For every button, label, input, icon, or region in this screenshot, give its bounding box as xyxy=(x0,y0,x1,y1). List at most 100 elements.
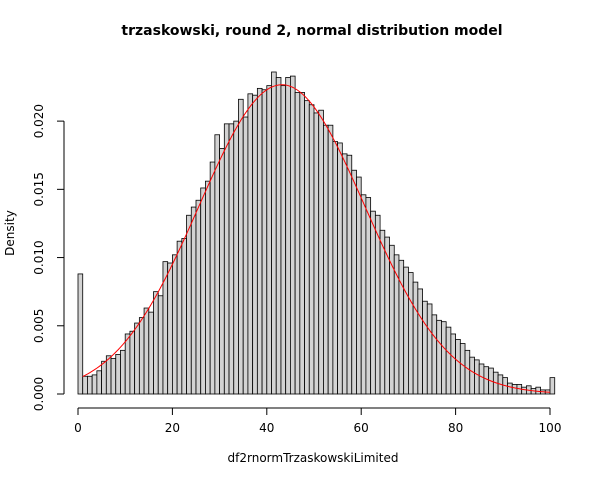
y-tick-label: 0.015 xyxy=(32,172,46,206)
histogram-bar xyxy=(511,384,518,395)
y-tick-label: 0.000 xyxy=(32,377,46,411)
histogram-bar xyxy=(91,374,98,395)
histogram-bar xyxy=(110,358,117,395)
y-tick-label: 0.005 xyxy=(32,309,46,343)
histogram-bar xyxy=(223,123,230,395)
histogram-bar xyxy=(101,360,107,395)
normal-density-curve xyxy=(82,84,551,393)
histogram-bar xyxy=(474,359,480,395)
histogram-bar xyxy=(256,87,263,395)
histogram-bar xyxy=(266,85,272,395)
histogram-bar xyxy=(289,75,296,395)
histogram-bar xyxy=(138,317,145,395)
histogram-bar xyxy=(200,187,206,395)
x-axis-label: df2rnormTrzaskowskiLimited xyxy=(228,451,399,465)
histogram-bar xyxy=(294,92,301,395)
histogram-bar xyxy=(521,386,527,395)
histogram-bar xyxy=(214,134,221,395)
histogram-bar xyxy=(129,330,136,395)
histogram-bar xyxy=(459,343,466,395)
histogram-bar xyxy=(346,154,353,395)
x-tick-label: 100 xyxy=(539,421,562,435)
histogram-bar xyxy=(115,354,121,395)
histogram-bar xyxy=(77,273,84,395)
x-tick-label: 20 xyxy=(165,421,180,435)
histogram-bar xyxy=(445,326,452,395)
histogram-bar xyxy=(299,92,305,395)
histogram-bar xyxy=(407,272,414,395)
histogram-bar xyxy=(233,120,239,395)
histogram-bar xyxy=(186,214,192,395)
histogram-bar xyxy=(313,112,320,395)
histogram-bar xyxy=(535,386,541,395)
histogram-bar xyxy=(374,214,381,395)
histogram-bar xyxy=(431,314,438,395)
histogram-bar xyxy=(455,339,461,395)
histogram-bar xyxy=(323,124,329,395)
histogram-bar xyxy=(318,109,324,395)
histogram-bars xyxy=(77,71,556,395)
histogram-bar xyxy=(124,333,131,395)
histogram-bar xyxy=(507,382,513,395)
histogram-bar xyxy=(337,142,343,395)
x-tick-label: 80 xyxy=(448,421,463,435)
histogram-bar xyxy=(87,375,93,395)
histogram-bar xyxy=(190,206,197,395)
histogram-bar xyxy=(275,77,282,395)
histogram-bar xyxy=(436,319,442,395)
x-axis: 0 20 40 60 80 100 xyxy=(74,407,562,435)
histogram-bar xyxy=(422,300,428,395)
histogram-bar xyxy=(181,238,187,395)
histogram-bar xyxy=(247,93,254,395)
x-tick-label: 40 xyxy=(259,421,274,435)
histogram-bar xyxy=(426,303,433,395)
histogram-bar xyxy=(157,295,164,395)
y-tick-label: 0.010 xyxy=(32,240,46,274)
chart-title: trzaskowski, round 2, normal distributio… xyxy=(121,23,502,39)
histogram-bar xyxy=(261,89,268,395)
histogram-bar xyxy=(252,94,258,395)
histogram-bar xyxy=(464,349,471,395)
y-axis: 0.000 0.005 0.010 0.015 0.020 xyxy=(32,104,65,411)
histogram-bar xyxy=(82,375,88,395)
histogram-bar xyxy=(412,281,419,395)
histogram-bar xyxy=(403,266,409,395)
histogram-bar xyxy=(238,98,244,395)
histogram-bar xyxy=(341,153,348,395)
y-tick-label: 0.020 xyxy=(32,104,46,138)
x-tick-label: 0 xyxy=(74,421,82,435)
histogram-bar xyxy=(205,180,211,395)
histogram-bar xyxy=(308,104,315,395)
histogram-bar xyxy=(441,321,447,395)
histogram-bar xyxy=(143,307,150,395)
histogram-bar xyxy=(195,199,202,395)
histogram-bar xyxy=(285,77,291,395)
histogram-bar xyxy=(332,141,339,395)
histogram-bar xyxy=(209,161,216,395)
histogram-bar xyxy=(384,236,390,395)
histogram-bar xyxy=(153,291,159,395)
histogram-bar xyxy=(483,366,490,395)
x-tick-label: 60 xyxy=(354,421,369,435)
histogram-bar xyxy=(450,333,457,395)
histogram-bar xyxy=(417,288,423,395)
histogram-bar xyxy=(242,116,249,395)
histogram-bar xyxy=(219,148,225,395)
histogram-bar xyxy=(148,311,154,395)
y-axis-label: Density xyxy=(3,210,17,256)
histogram-bar xyxy=(549,377,556,395)
histogram-bar xyxy=(167,262,173,395)
histogram-bar xyxy=(379,229,386,395)
histogram-bar xyxy=(105,355,112,395)
histogram-bar xyxy=(478,363,485,395)
histogram-bar xyxy=(120,349,126,395)
histogram-bar xyxy=(327,124,334,395)
histogram-bar xyxy=(370,210,376,395)
histogram-bar xyxy=(271,71,277,395)
histogram-bar xyxy=(96,370,102,395)
histogram-bar xyxy=(356,176,362,395)
histogram-bar xyxy=(176,240,183,395)
histogram-bar xyxy=(280,85,287,395)
histogram-bar xyxy=(171,254,178,395)
